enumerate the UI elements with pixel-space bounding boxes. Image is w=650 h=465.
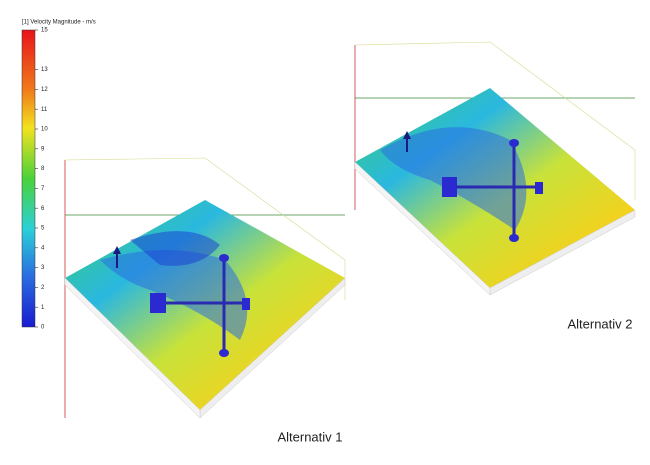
tick-label: 13: [41, 67, 48, 73]
view-1: [64, 157, 346, 419]
tick-label: 10: [41, 127, 48, 133]
tick-label: 8: [41, 166, 45, 172]
tick-label: 5: [41, 226, 45, 232]
tick-label: 15: [41, 28, 48, 34]
tick-label: 3: [41, 265, 45, 271]
tick-label: 6: [41, 206, 45, 212]
tick-label: 11: [41, 107, 48, 113]
tick-label: 9: [41, 146, 45, 152]
tick-label: 1: [41, 305, 45, 311]
tick-label: 4: [41, 245, 45, 251]
view-label: Alternativ 1: [277, 429, 342, 444]
tick-label: 2: [41, 285, 45, 291]
view-label: Alternativ 2: [567, 316, 632, 331]
view-2: [354, 41, 636, 296]
colorbar: [21, 29, 36, 328]
legend-title: [1] Velocity Magnitude - m/s: [22, 20, 96, 26]
tick-label: 7: [41, 186, 45, 192]
tick-label: 0: [41, 325, 45, 331]
tick-label: 12: [41, 87, 48, 93]
